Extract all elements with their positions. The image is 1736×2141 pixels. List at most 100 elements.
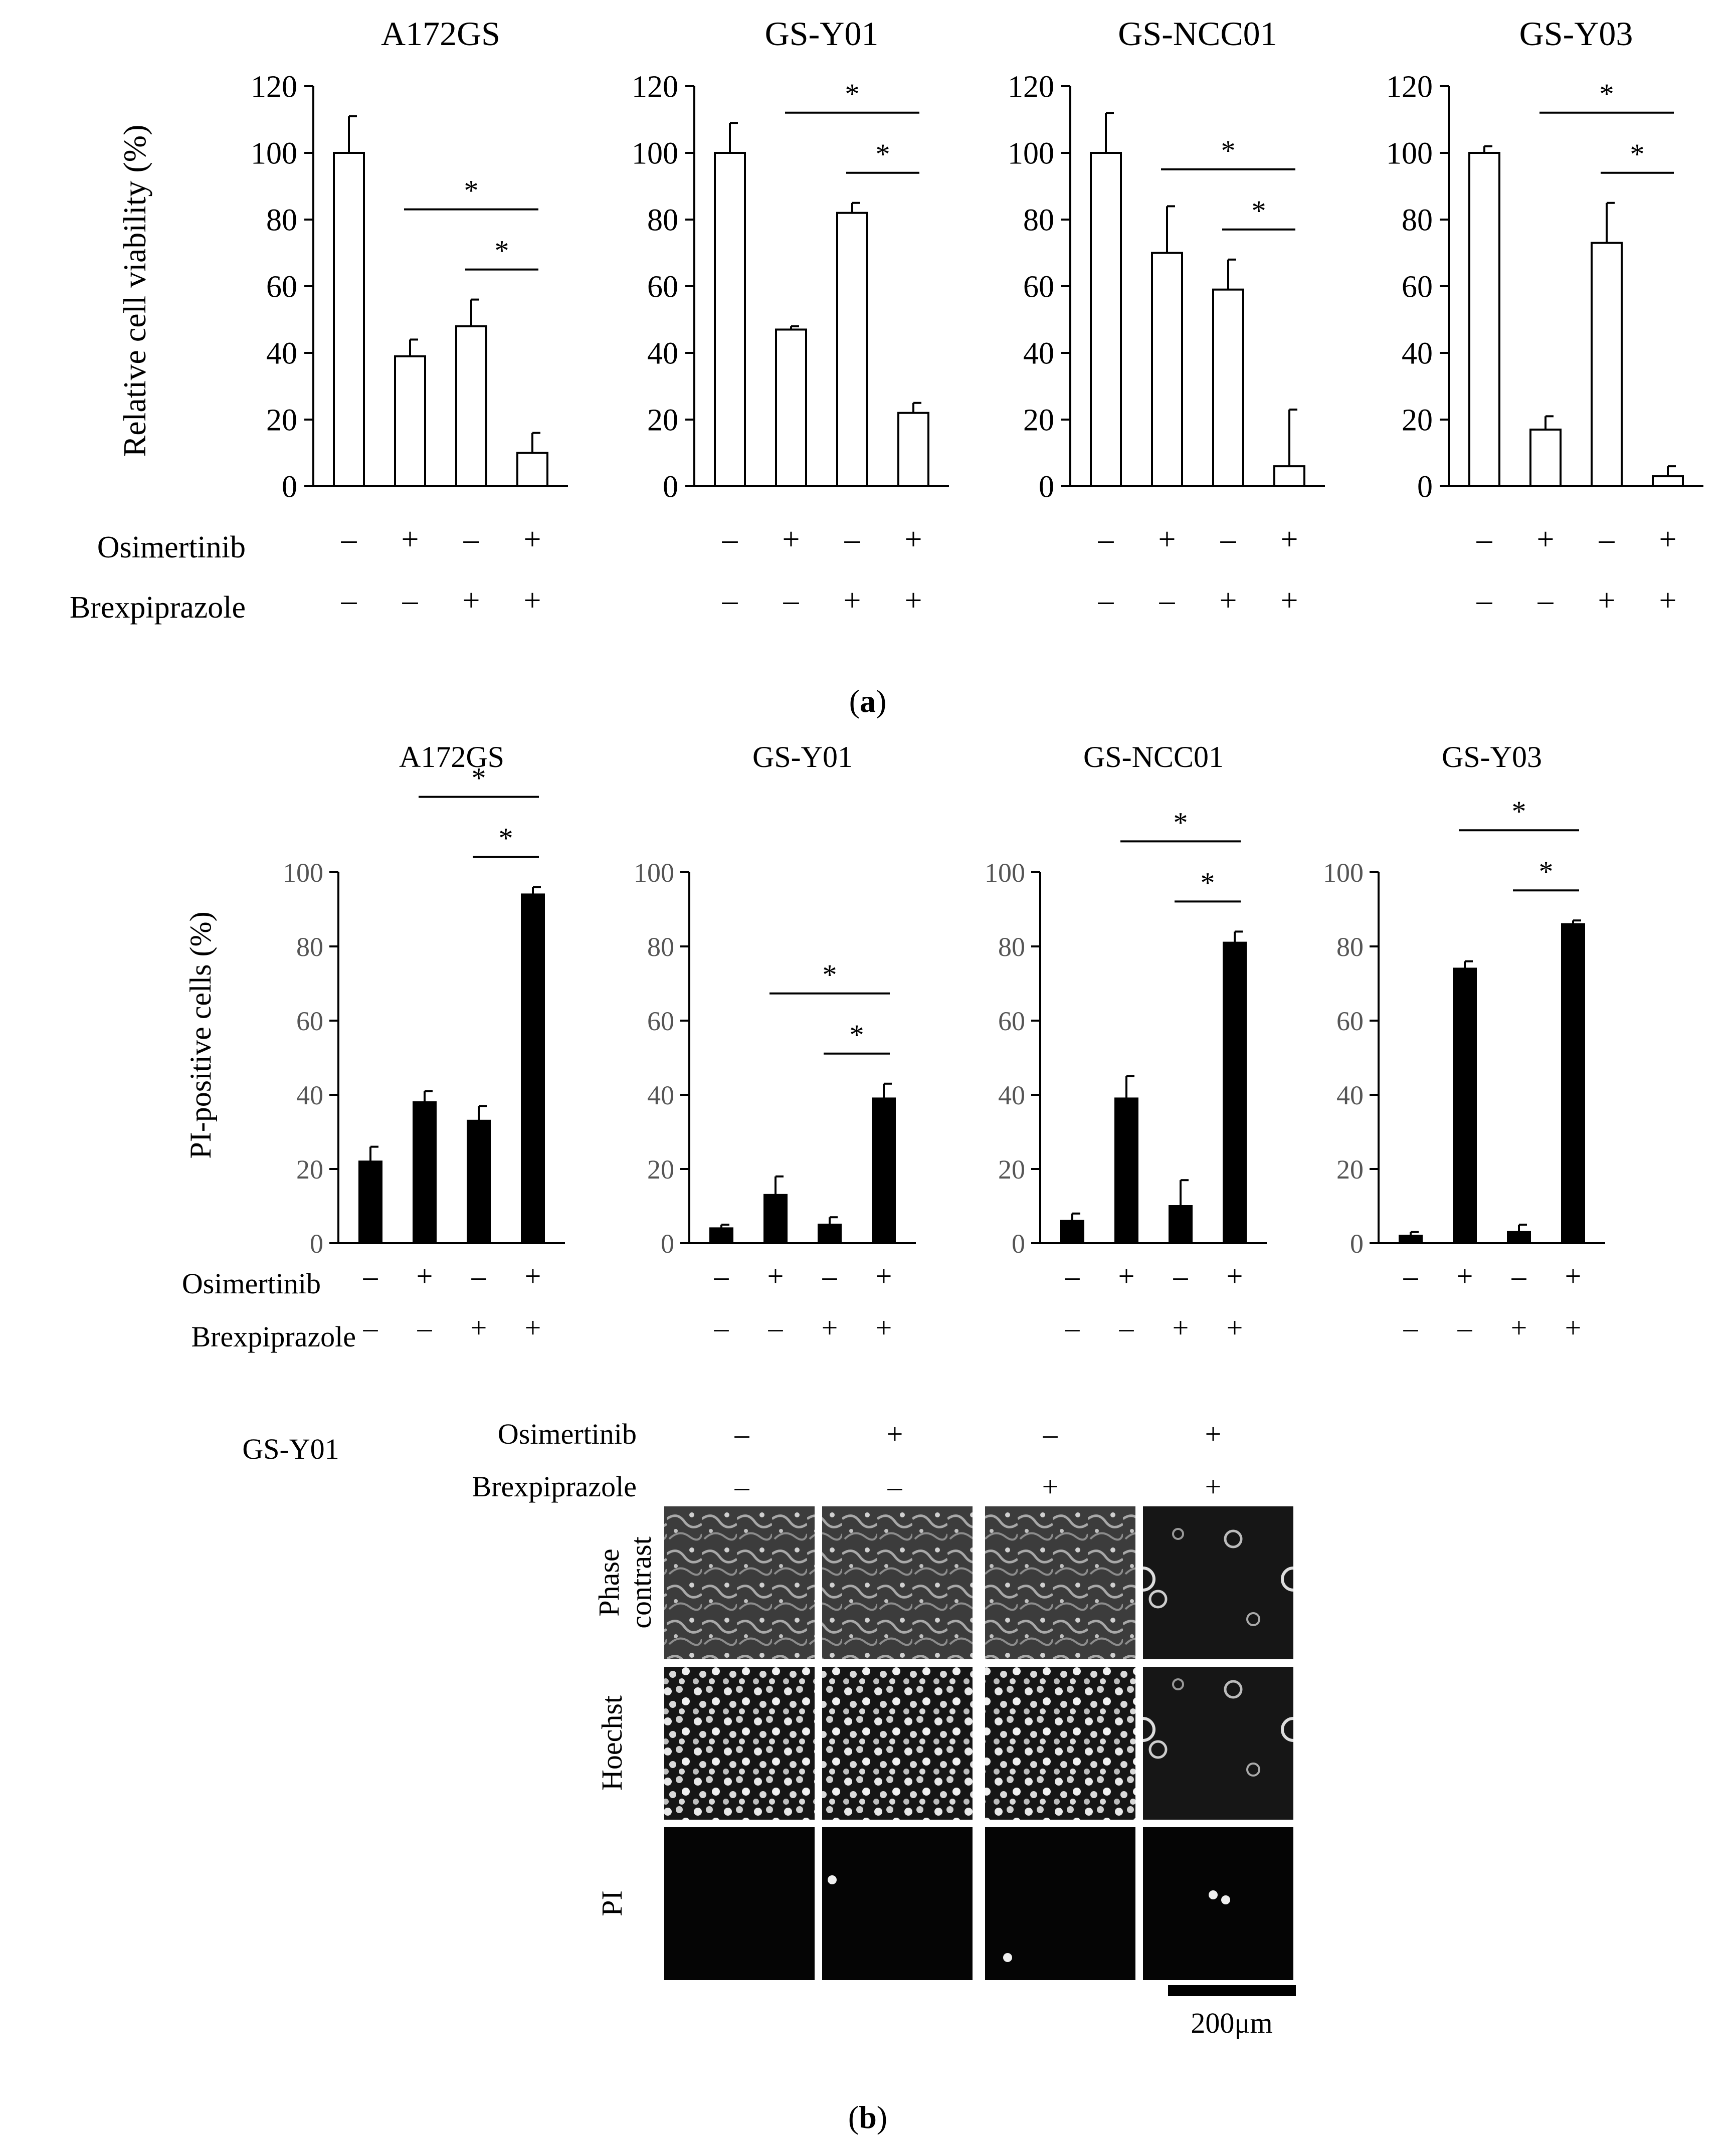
brexpiprazole-sign: –	[363, 1311, 378, 1344]
y-tick-label: 0	[661, 1229, 674, 1259]
bar	[872, 1097, 896, 1244]
bar	[818, 1224, 842, 1244]
panel-a-ylabel: Relative cell viability (%)	[117, 125, 152, 457]
brexpiprazole-sign: +	[1659, 583, 1677, 618]
osimertinib-sign: +	[402, 522, 419, 556]
y-tick-label: 20	[647, 1154, 674, 1185]
osimertinib-sign: +	[783, 522, 800, 556]
scale-bar-label: 200μm	[1191, 2007, 1272, 2039]
osimertinib-sign: –	[471, 1260, 487, 1292]
channel-label-2: Hoechst	[596, 1695, 628, 1791]
significance-star: *	[472, 762, 486, 795]
brexpiprazole-sign: +	[1565, 1311, 1582, 1344]
y-tick-label: 60	[296, 1006, 323, 1036]
y-tick-label: 20	[1402, 404, 1433, 438]
significance-star: *	[1512, 795, 1526, 828]
y-tick-label: 100	[251, 137, 297, 171]
brexpiprazole-sign: –	[1476, 583, 1493, 618]
micro-osimertinib-sign: +	[887, 1418, 903, 1450]
y-tick-label: 100	[283, 858, 323, 888]
micro-cell-line: GS-Y01	[242, 1433, 339, 1465]
micrograph-grid: Phasecontrast Hoechst PI 200μm	[593, 1506, 1296, 2039]
micrograph-phase-2	[822, 1506, 973, 1659]
brexpiprazole-sign: +	[1220, 583, 1237, 618]
osimertinib-sign: –	[1220, 522, 1237, 556]
bar	[1090, 152, 1122, 487]
y-tick-label: 0	[1012, 1229, 1025, 1259]
bar	[467, 1119, 491, 1245]
osimertinib-sign: –	[722, 522, 738, 556]
y-tick-label: 0	[663, 470, 678, 504]
panel-b-ylabel: PI-positive cells (%)	[184, 911, 217, 1158]
significance-star: *	[1174, 806, 1188, 839]
micrograph-hoechst-1	[664, 1667, 815, 1820]
chart-b-4: GS-Y03 0 20 40 60 80 100 * * – – + – – + + +	[1323, 740, 1605, 1344]
osimertinib-sign: +	[525, 1260, 541, 1292]
y-tick-label: 60	[1402, 270, 1433, 304]
y-tick-label: 0	[310, 1229, 323, 1259]
bar	[1060, 1220, 1084, 1245]
brexpiprazole-sign: +	[1281, 583, 1298, 618]
micrograph-hoechst-2	[822, 1667, 973, 1820]
panel-a-label: (a)	[849, 683, 887, 719]
osimertinib-sign: +	[767, 1260, 784, 1292]
micro-brexpiprazole-sign: –	[887, 1470, 903, 1503]
bar	[1652, 475, 1684, 487]
osimertinib-sign: –	[844, 522, 861, 556]
chart-a-3: GS-NCC01 0 20 40 60 80 100 120 * * – – + – – + + +	[1008, 15, 1325, 618]
micro-brexpiprazole-sign: +	[1042, 1470, 1059, 1503]
y-tick-label: 40	[647, 337, 678, 371]
bar	[836, 212, 868, 487]
panel-a-row-label-osimertinib: Osimertinib	[97, 530, 246, 564]
brexpiprazole-sign: –	[1098, 583, 1114, 618]
brexpiprazole-sign: –	[783, 583, 800, 618]
bar	[763, 1194, 788, 1245]
y-tick-label: 120	[251, 70, 297, 104]
osimertinib-sign: +	[1159, 522, 1176, 556]
significance-star: *	[464, 174, 479, 207]
panel-b-charts: A172GS 0 20 40 60 80 100 * * – – + – – + + + GS-Y01 0 20 40 6…	[283, 740, 1605, 1344]
pi-spot	[828, 1875, 837, 1884]
chart-title: A172GS	[399, 740, 504, 773]
micrograph-pi-2	[822, 1827, 973, 1980]
bar	[1561, 923, 1585, 1244]
brexpiprazole-sign: +	[844, 583, 861, 618]
bar	[1529, 428, 1562, 488]
chart-a-1: A172GS 0 20 40 60 80 100 120 * * – – + – – + + +	[251, 15, 568, 618]
bar	[1151, 252, 1183, 487]
y-tick-label: 80	[998, 932, 1025, 962]
y-tick-label: 60	[998, 1006, 1025, 1036]
panel-a-row-label-brexpiprazole: Brexpiprazole	[70, 591, 246, 625]
significance-star: *	[850, 1019, 864, 1051]
panel-a-letter: a	[860, 683, 876, 719]
brexpiprazole-sign: –	[402, 583, 419, 618]
scale-bar	[1168, 1985, 1296, 1996]
panel-b-label: (b)	[848, 2099, 887, 2135]
osimertinib-sign: –	[822, 1260, 838, 1292]
panel-b-row-label-brexpiprazole: Brexpiprazole	[191, 1320, 356, 1353]
brexpiprazole-sign: +	[463, 583, 480, 618]
micrograph-phase-1	[664, 1506, 815, 1659]
micrograph-phase-3	[985, 1506, 1135, 1659]
micro-brexpiprazole-sign: +	[1205, 1470, 1222, 1503]
bar	[1453, 967, 1477, 1244]
chart-b-3: GS-NCC01 0 20 40 60 80 100 * * – – + – – + + +	[985, 740, 1267, 1344]
y-tick-label: 100	[632, 137, 678, 171]
chart-title: GS-Y03	[1519, 15, 1633, 53]
brexpiprazole-sign: –	[1065, 1311, 1080, 1344]
brexpiprazole-sign: –	[341, 583, 357, 618]
osimertinib-sign: –	[1098, 522, 1114, 556]
micro-sign-rows: – + – + – – + +	[734, 1418, 1222, 1503]
panel-a-charts: A172GS 0 20 40 60 80 100 120 * * – – + – – + + + GS-Y01 0 20…	[251, 15, 1703, 618]
y-tick-label: 60	[647, 1006, 674, 1036]
brexpiprazole-sign: –	[417, 1311, 433, 1344]
brexpiprazole-sign: +	[1511, 1311, 1527, 1344]
chart-title: GS-NCC01	[1083, 740, 1224, 773]
micro-osimertinib-sign: –	[1043, 1418, 1058, 1450]
bar	[358, 1160, 382, 1244]
bar	[1169, 1205, 1193, 1244]
y-tick-label: 40	[1336, 1080, 1364, 1110]
significance-star: *	[1221, 134, 1236, 167]
y-tick-label: 120	[1386, 70, 1433, 104]
brexpiprazole-sign: –	[1457, 1311, 1473, 1344]
